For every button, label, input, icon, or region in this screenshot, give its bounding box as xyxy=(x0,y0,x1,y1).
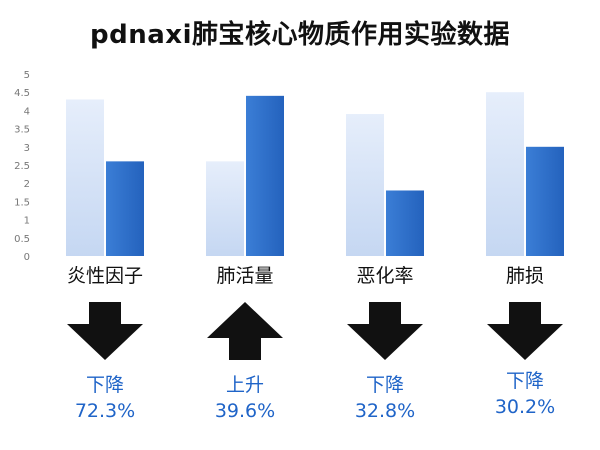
bar-before xyxy=(66,99,104,256)
bar-after xyxy=(106,161,144,256)
y-tick-label: 3.5 xyxy=(14,125,30,136)
x-category-label: 恶化率 xyxy=(356,265,413,287)
bar-after xyxy=(526,146,564,256)
y-tick-label: 2 xyxy=(24,179,30,190)
change-percent: 72.3% xyxy=(74,400,136,422)
bar-chart-svg: 0 0.5 1 1.5 2 2.5 3 3.5 4 4.5 5 炎性因子 肺活量 恶化率 肺损 xyxy=(14,70,564,287)
down-arrow-icon xyxy=(347,302,423,360)
down-arrow-icon xyxy=(67,302,143,360)
bar-before xyxy=(206,161,244,256)
y-tick-label: 3 xyxy=(24,143,30,154)
y-tick-label: 0 xyxy=(24,252,30,263)
change-direction: 下降 xyxy=(85,374,124,396)
x-category-label: 肺活量 xyxy=(216,265,273,287)
y-tick-label: 2.5 xyxy=(14,161,30,172)
y-tick-label: 1 xyxy=(24,216,30,227)
x-category-label: 炎性因子 xyxy=(67,265,143,287)
y-tick-label: 4.5 xyxy=(14,88,30,99)
bar-after xyxy=(246,95,284,256)
bar-before xyxy=(486,92,524,256)
up-arrow-icon xyxy=(207,302,283,360)
chart-title: pdnaxi肺宝核心物质作用实验数据 xyxy=(90,20,510,50)
change-label: 上升 39.6% xyxy=(190,372,300,424)
change-percent: 39.6% xyxy=(214,400,276,422)
y-tick-label: 1.5 xyxy=(14,197,30,208)
x-category-label: 肺损 xyxy=(506,265,544,287)
y-tick-label: 4 xyxy=(24,106,30,117)
change-label: 下降 72.3% xyxy=(50,372,160,424)
change-direction: 上升 xyxy=(225,374,264,396)
bar-after xyxy=(386,190,424,256)
change-label: 下降 30.2% xyxy=(470,368,580,420)
down-arrow-icon xyxy=(487,302,563,360)
y-tick-label: 0.5 xyxy=(14,234,30,245)
y-tick-label: 5 xyxy=(24,70,30,81)
change-percent: 32.8% xyxy=(354,400,416,422)
bar-chart: 0 0.5 1 1.5 2 2.5 3 3.5 4 4.5 5 炎性因子 肺活量 恶化率 肺损 xyxy=(0,58,600,298)
bar-before xyxy=(346,114,384,256)
change-label: 下降 32.8% xyxy=(330,372,440,424)
change-direction: 下降 xyxy=(505,370,544,392)
change-direction: 下降 xyxy=(365,374,404,396)
change-percent: 30.2% xyxy=(494,396,556,418)
